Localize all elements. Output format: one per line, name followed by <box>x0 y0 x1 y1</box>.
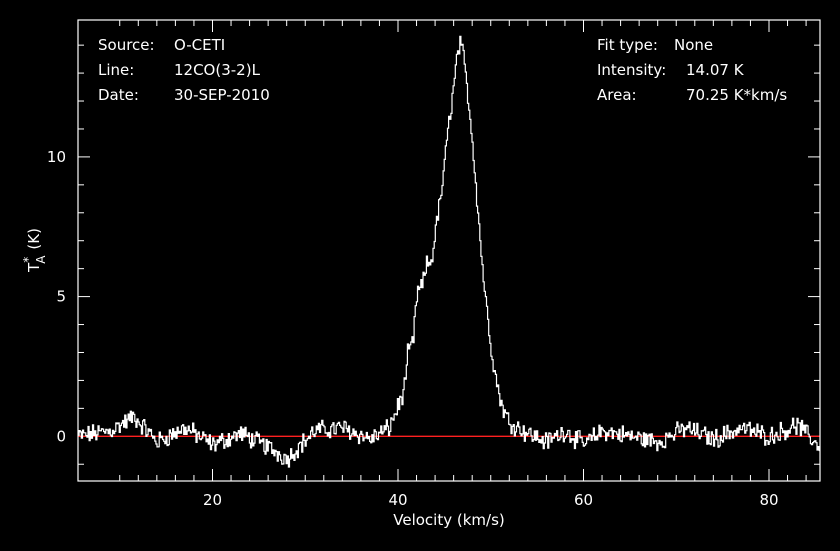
fit-type-value: None <box>674 36 713 54</box>
axis-ticks <box>78 20 820 481</box>
y-tick-label: 10 <box>47 148 66 166</box>
x-tick-label: 80 <box>759 491 778 509</box>
y-axis-label-unit: (K) <box>25 228 43 250</box>
fit-type-label: Fit type: <box>597 36 658 54</box>
y-axis-label-sup: * <box>21 257 35 263</box>
intensity-value: 14.07 K <box>686 61 745 79</box>
line-label: Line: <box>98 61 134 79</box>
svg-text:T*A(K): T*A (K) <box>21 228 48 273</box>
y-axis-label-sub: A <box>34 255 48 264</box>
axis-tick-labels: 20 40 60 80 0 5 10 <box>47 148 779 509</box>
area-label: Area: <box>597 86 637 104</box>
source-label: Source: <box>98 36 155 54</box>
y-axis-label-main: T <box>25 262 43 273</box>
y-tick-label: 5 <box>56 288 66 306</box>
source-value: O-CETI <box>174 36 225 54</box>
x-tick-label: 20 <box>203 491 222 509</box>
y-axis-label: T*A (K) <box>21 228 48 273</box>
x-tick-label: 60 <box>574 491 593 509</box>
intensity-label: Intensity: <box>597 61 666 79</box>
line-value: 12CO(3-2)L <box>174 61 261 79</box>
plot-frame <box>77 19 821 482</box>
date-label: Date: <box>98 86 139 104</box>
date-value: 30-SEP-2010 <box>174 86 270 104</box>
area-value: 70.25 K*km/s <box>686 86 787 104</box>
y-tick-label: 0 <box>56 427 66 445</box>
x-tick-label: 40 <box>388 491 407 509</box>
spectrum-series-line <box>78 35 820 468</box>
x-axis-label: Velocity (km/s) <box>393 511 504 529</box>
